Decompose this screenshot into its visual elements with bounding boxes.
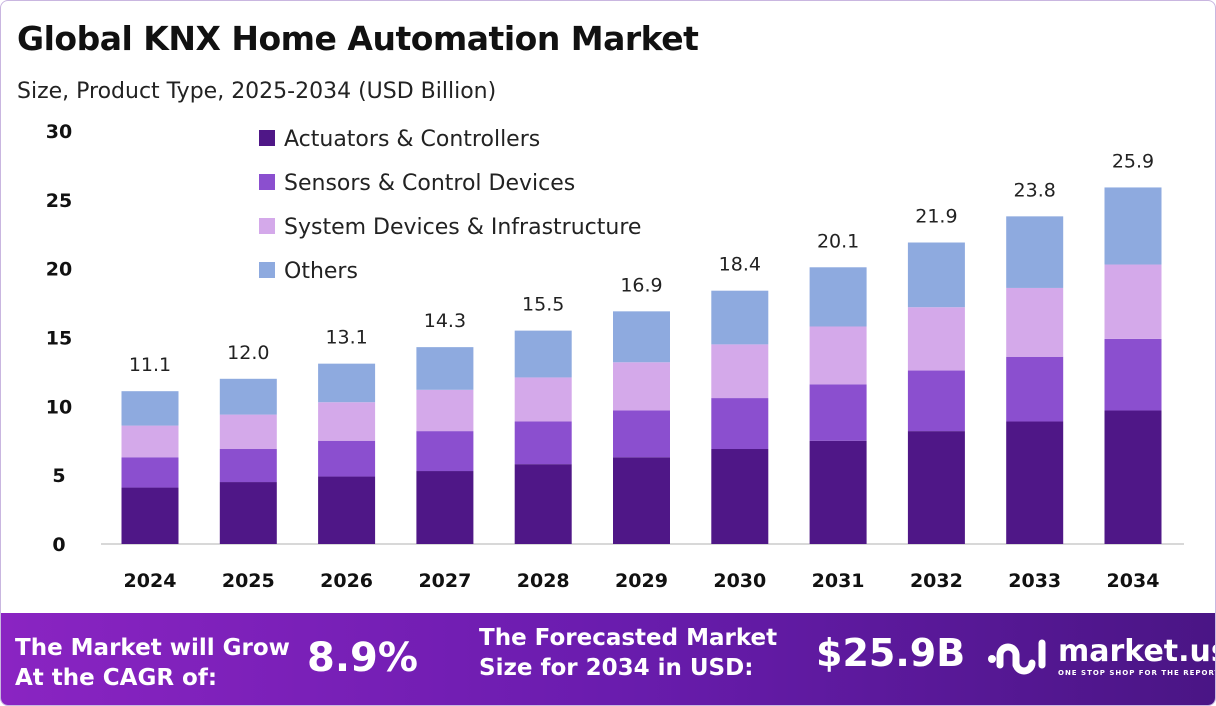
bar-total-label: 21.9	[915, 206, 957, 228]
chart-subtitle: Size, Product Type, 2025-2034 (USD Billi…	[17, 79, 497, 104]
bar-segment	[809, 267, 867, 327]
bar-segment	[711, 398, 769, 450]
bar-segment	[1006, 356, 1064, 422]
x-tick-label: 2033	[1008, 570, 1061, 592]
y-tick-label: 0	[52, 534, 65, 556]
forecast-label-line2: Size for 2034 in USD:	[479, 655, 754, 681]
bar-segment	[613, 362, 670, 411]
bar-segment	[318, 363, 376, 403]
logo-text: market.us	[1058, 633, 1216, 669]
bar-segment	[219, 482, 277, 544]
bar-segment	[711, 290, 769, 345]
y-tick-label: 25	[46, 190, 72, 212]
x-tick-label: 2031	[812, 570, 865, 592]
bar-segment	[809, 384, 867, 441]
bar-segment	[907, 307, 965, 371]
legend-label: Others	[284, 259, 358, 284]
logo-mark-icon	[988, 639, 1046, 675]
bar-segment	[121, 391, 179, 426]
bar-segment	[219, 378, 277, 415]
bar-total-label: 25.9	[1112, 150, 1154, 172]
bar-total-label: 15.5	[522, 294, 564, 316]
x-tick-label: 2024	[124, 570, 177, 592]
bar-segment	[613, 457, 670, 544]
bar-total-label: 16.9	[620, 274, 662, 296]
bar-segment	[907, 242, 965, 308]
forecast-label: The Forecasted Market Size for 2034 in U…	[479, 623, 777, 683]
forecast-value: $25.9B	[816, 631, 966, 675]
legend-swatch	[259, 130, 275, 146]
cagr-label: The Market will Grow At the CAGR of:	[15, 633, 290, 693]
bar-segment	[318, 476, 376, 544]
x-tick-label: 2030	[713, 570, 766, 592]
x-tick-label: 2025	[222, 570, 275, 592]
bar-segment	[514, 421, 572, 465]
x-tick-label: 2028	[517, 570, 570, 592]
bar-segment	[416, 431, 474, 472]
bar-segment	[711, 344, 769, 399]
bar-segment	[416, 389, 474, 432]
bar-segment	[318, 402, 376, 441]
bar-total-label: 18.4	[719, 254, 761, 276]
chart-title: Global KNX Home Automation Market	[17, 19, 699, 58]
x-tick-label: 2026	[320, 570, 373, 592]
x-tick-label: 2029	[615, 570, 668, 592]
bar-segment	[1006, 421, 1064, 544]
bar-segment	[1104, 187, 1162, 265]
y-tick-label: 15	[46, 328, 72, 350]
bar-segment	[613, 311, 670, 363]
bar-segment	[514, 377, 572, 422]
stacked-bar-chart: 05101520253011.1202412.0202513.1202614.3…	[46, 121, 1184, 592]
bar-total-label: 11.1	[129, 354, 171, 376]
bar-segment	[121, 457, 179, 488]
bar-segment	[809, 326, 867, 385]
x-tick-label: 2032	[910, 570, 963, 592]
legend-label: Sensors & Control Devices	[284, 171, 575, 196]
bar-segment	[121, 487, 179, 544]
bar-total-label: 12.0	[227, 342, 269, 364]
bar-total-label: 20.1	[817, 230, 859, 252]
legend-label: Actuators & Controllers	[284, 127, 540, 152]
bar-segment	[613, 410, 670, 458]
legend-swatch	[259, 174, 275, 190]
bar-segment	[1104, 264, 1162, 339]
footer-banner: The Market will Grow At the CAGR of: 8.9…	[1, 613, 1216, 705]
bar-segment	[219, 449, 277, 483]
bar-total-label: 13.1	[325, 327, 367, 349]
bar-segment	[514, 330, 572, 378]
cagr-value: 8.9%	[307, 635, 418, 681]
bar-segment	[416, 471, 474, 544]
y-tick-label: 10	[46, 396, 72, 418]
bar-segment	[1104, 338, 1162, 411]
legend-swatch	[259, 218, 275, 234]
y-tick-label: 5	[52, 465, 65, 487]
y-tick-label: 30	[46, 121, 72, 143]
bar-segment	[1006, 216, 1064, 288]
bar-total-label: 23.8	[1014, 179, 1056, 201]
bar-segment	[1006, 287, 1064, 357]
x-tick-label: 2034	[1107, 570, 1160, 592]
bar-segment	[809, 440, 867, 544]
cagr-label-line2: At the CAGR of:	[15, 665, 218, 691]
bar-segment	[318, 440, 376, 477]
market-us-logo: market.us ONE STOP SHOP FOR THE REPORTS	[986, 633, 1216, 677]
bar-segment	[711, 449, 769, 544]
bar-total-label: 14.3	[424, 310, 466, 332]
x-tick-label: 2027	[418, 570, 471, 592]
bar-segment	[907, 431, 965, 544]
legend-label: System Devices & Infrastructure	[284, 215, 641, 240]
legend-swatch	[259, 262, 275, 278]
bar-segment	[219, 414, 277, 450]
logo-tagline: ONE STOP SHOP FOR THE REPORTS	[1058, 668, 1216, 677]
bar-segment	[416, 347, 474, 390]
cagr-label-line1: The Market will Grow	[15, 635, 290, 661]
bar-segment	[514, 464, 572, 544]
bar-segment	[121, 425, 179, 458]
bar-segment	[907, 370, 965, 432]
y-tick-label: 20	[46, 259, 72, 281]
forecast-label-line1: The Forecasted Market	[479, 625, 778, 651]
bar-segment	[1104, 410, 1162, 544]
